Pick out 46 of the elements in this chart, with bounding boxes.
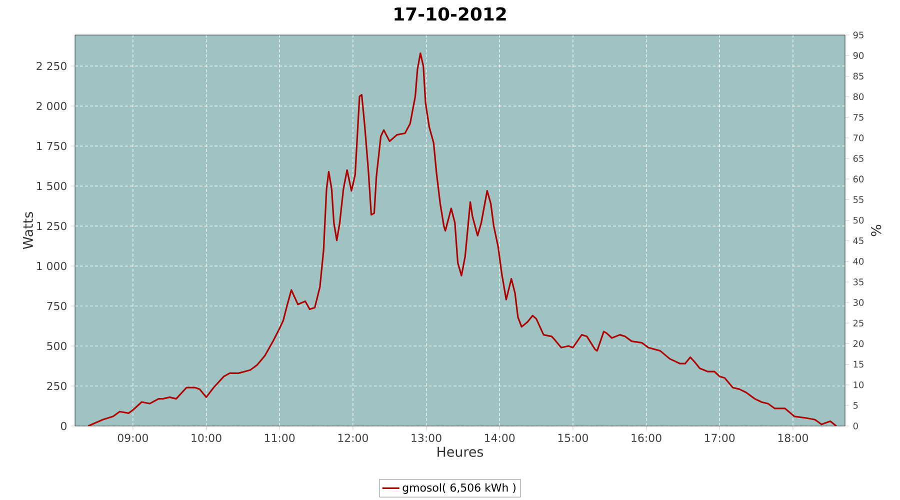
x-tick-label: 15:00 (558, 434, 588, 442)
y-axis-title: Watts (23, 212, 34, 250)
y2-tick-label: 10 (854, 381, 864, 388)
y-tick-label: 500 (47, 342, 66, 350)
x-tick-label: 17:00 (705, 434, 735, 442)
y2-tick-label: 80 (853, 93, 864, 100)
y-tick-label: 250 (47, 382, 66, 390)
y2-tick-label: 25 (853, 320, 864, 326)
x-tick-label: 11:00 (265, 434, 295, 442)
y2-tick-label: 45 (853, 237, 864, 244)
y2-tick-label: 85 (853, 72, 864, 80)
line-series (87, 52, 838, 426)
y2-tick-label: 50 (853, 216, 864, 224)
y2-tick-label: 20 (853, 340, 864, 348)
y2-tick-label: 40 (853, 258, 864, 265)
y-tick-label: 1 750 (37, 142, 66, 150)
y2-axis-title: % (871, 224, 882, 236)
y-tick-label: 750 (47, 302, 66, 310)
y-tick-label: 2 000 (36, 102, 66, 110)
y2-tick-label: 65 (853, 155, 864, 162)
y2-tick-label: 0 (853, 422, 858, 430)
y2-tick-label: 35 (853, 278, 864, 286)
y2-tick-label: 5 (853, 402, 858, 409)
y-tick-label: 1 250 (37, 222, 66, 230)
x-tick-label: 14:00 (485, 434, 515, 442)
y-tick-label: 1 500 (37, 182, 66, 190)
x-axis-title: Heures (438, 446, 484, 457)
x-tick-label: 10:00 (192, 434, 222, 442)
y2-tick-label: 60 (853, 176, 864, 182)
y2-tick-label: 55 (853, 196, 864, 203)
y2-tick-label: 30 (853, 299, 864, 306)
y2-tick-label: 70 (854, 134, 864, 142)
y-tick-label: 1 000 (37, 262, 66, 270)
x-tick-label: 18:00 (778, 434, 808, 442)
y-tick-label: 2 250 (36, 62, 66, 70)
y-tick-label: 0 (60, 422, 66, 430)
legend-label: gmosol( 6,506 kWh ) (402, 483, 516, 494)
y2-tick-label: 15 (854, 360, 864, 368)
x-tick-label: 09:00 (118, 434, 148, 442)
x-tick-label: 16:00 (632, 434, 662, 442)
x-tick-label: 12:00 (338, 434, 368, 442)
y2-tick-label: 90 (853, 52, 864, 59)
y2-tick-label: 95 (853, 32, 864, 38)
x-tick-label: 13:00 (412, 434, 442, 442)
y2-tick-label: 75 (854, 114, 864, 121)
chart-title: 17-10-2012 (394, 7, 506, 21)
